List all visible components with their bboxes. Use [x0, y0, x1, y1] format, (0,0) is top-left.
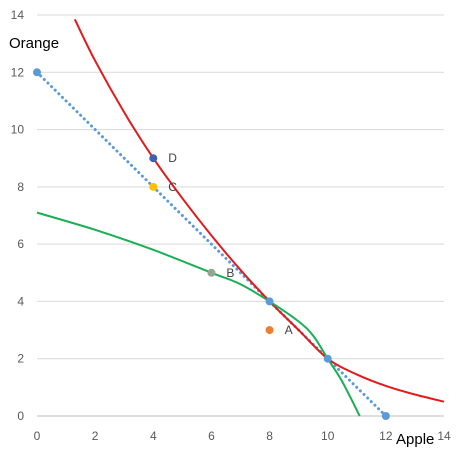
x-tick-label-0: 0: [34, 429, 41, 443]
point-B: [207, 268, 216, 277]
y-tick-label-10: 10: [11, 123, 25, 137]
x-tick-label-12: 12: [379, 429, 393, 443]
y-tick-label-6: 6: [17, 237, 24, 251]
y-tick-label-2: 2: [17, 352, 24, 366]
series-1-curve: [73, 18, 445, 403]
x-tick-label-10: 10: [321, 429, 335, 443]
point-A: [265, 326, 274, 335]
y-tick-label-4: 4: [17, 294, 24, 308]
x-tick-label-4: 4: [150, 429, 157, 443]
series-2-curve: [36, 211, 361, 417]
point-label-C: C: [168, 180, 177, 194]
point-label-B: B: [226, 266, 234, 280]
series: [33, 18, 445, 420]
x-tick-label-14: 14: [437, 429, 451, 443]
x-axis-title: Apple: [396, 431, 434, 448]
point-C: [149, 182, 158, 191]
series-0-endpoint-0: [33, 68, 41, 77]
y-axis-title: Orange: [9, 35, 59, 52]
series-0-endpoint-1: [381, 412, 390, 420]
point-label-D: D: [168, 151, 177, 165]
points: A B C D: [149, 151, 332, 363]
y-tick-label-8: 8: [17, 180, 24, 194]
point-5: [323, 354, 332, 363]
y-tick-label-12: 12: [11, 65, 25, 79]
grid-lines: [37, 14, 444, 360]
x-tick-label-8: 8: [266, 429, 273, 443]
x-tick-labels: 0 2 4 6 8 10 12 14: [34, 429, 451, 443]
point-D: [149, 154, 158, 163]
point-label-A: A: [285, 323, 293, 337]
x-tick-label-6: 6: [208, 429, 215, 443]
y-tick-label-0: 0: [17, 409, 24, 423]
y-tick-labels: 0 2 4 6 8 10 12 14: [11, 8, 25, 423]
y-tick-label-14: 14: [11, 8, 25, 22]
x-tick-label-2: 2: [92, 429, 99, 443]
point-4: [265, 297, 274, 306]
